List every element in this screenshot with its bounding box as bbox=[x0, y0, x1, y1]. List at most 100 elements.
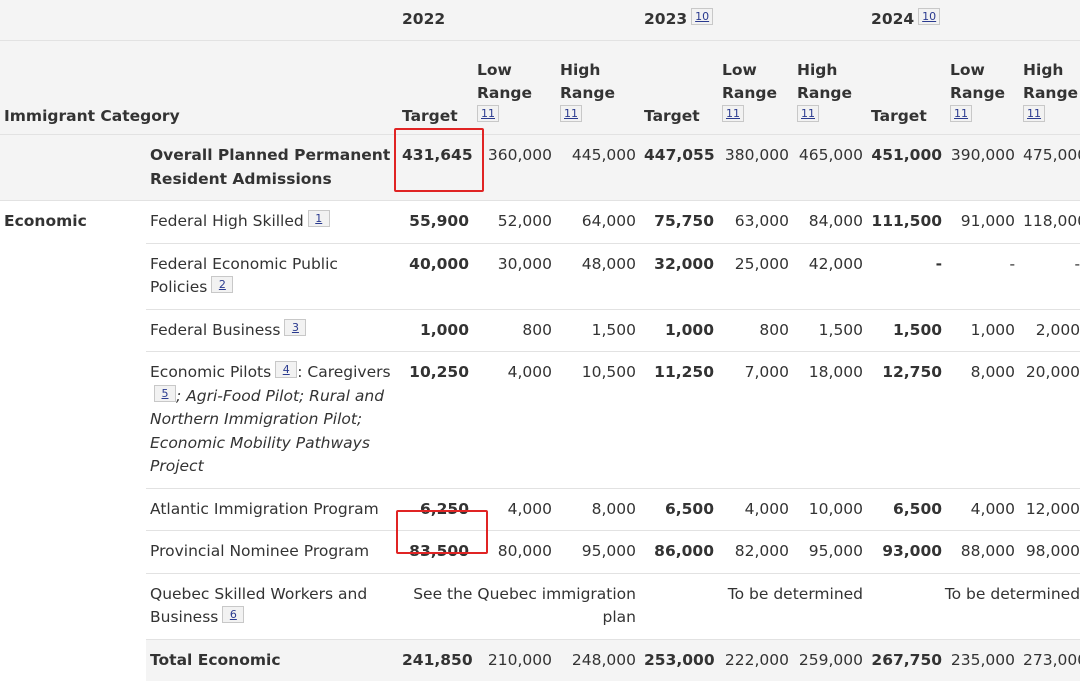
footnote-link-3[interactable]: 3 bbox=[284, 319, 306, 336]
value-cell: 445,000 bbox=[556, 135, 640, 201]
value-cell: 95,000 bbox=[556, 531, 640, 574]
value-cell: 431,645 bbox=[398, 135, 473, 201]
row-label: Atlantic Immigration Program bbox=[146, 488, 398, 531]
footnote-link-2[interactable]: 2 bbox=[211, 276, 233, 293]
value-cell: 40,000 bbox=[398, 243, 473, 309]
table-row: Provincial Nominee Program 83,500 80,000… bbox=[0, 531, 1080, 574]
value-cell: 267,750 bbox=[867, 639, 946, 681]
value-cell: 253,000 bbox=[640, 639, 718, 681]
value-cell: - bbox=[1019, 243, 1080, 309]
total-economic-label: Total Economic bbox=[146, 639, 398, 681]
value-cell: 82,000 bbox=[718, 531, 793, 574]
quebec-2023-note: To be determined bbox=[640, 573, 867, 639]
value-cell: 118,000 bbox=[1019, 201, 1080, 244]
value-cell: 84,000 bbox=[793, 201, 867, 244]
value-cell: 4,000 bbox=[473, 488, 556, 531]
value-cell: 1,500 bbox=[556, 309, 640, 352]
value-cell: 42,000 bbox=[793, 243, 867, 309]
value-cell: 248,000 bbox=[556, 639, 640, 681]
value-cell: 800 bbox=[718, 309, 793, 352]
value-cell: 6,500 bbox=[640, 488, 718, 531]
footnote-link-11[interactable]: 11 bbox=[950, 105, 972, 122]
value-cell: 93,000 bbox=[867, 531, 946, 574]
value-cell: 12,750 bbox=[867, 352, 946, 489]
value-cell: 30,000 bbox=[473, 243, 556, 309]
footnote-link-6[interactable]: 6 bbox=[222, 606, 244, 623]
footnote-link-1[interactable]: 1 bbox=[308, 210, 330, 227]
footnote-link-11[interactable]: 11 bbox=[477, 105, 499, 122]
value-cell: 18,000 bbox=[793, 352, 867, 489]
target-header-2024: Target bbox=[867, 41, 946, 135]
value-cell: - bbox=[867, 243, 946, 309]
overall-admissions-row: Overall Planned Permanent Resident Admis… bbox=[0, 135, 1080, 201]
value-cell: 380,000 bbox=[718, 135, 793, 201]
value-cell: 447,055 bbox=[640, 135, 718, 201]
economic-group-label: Economic bbox=[0, 201, 146, 681]
value-cell: 360,000 bbox=[473, 135, 556, 201]
value-cell: 10,000 bbox=[793, 488, 867, 531]
value-cell: 235,000 bbox=[946, 639, 1019, 681]
footnote-link-5[interactable]: 5 bbox=[154, 385, 176, 402]
value-cell: 1,500 bbox=[867, 309, 946, 352]
value-cell: 4,000 bbox=[946, 488, 1019, 531]
value-cell: 91,000 bbox=[946, 201, 1019, 244]
quebec-2024-note: To be determined bbox=[867, 573, 1080, 639]
table-row: Atlantic Immigration Program 6,250 4,000… bbox=[0, 488, 1080, 531]
row-label: Provincial Nominee Program bbox=[146, 531, 398, 574]
value-cell: 475,000 bbox=[1019, 135, 1080, 201]
value-cell: 52,000 bbox=[473, 201, 556, 244]
total-economic-row: Total Economic 241,850 210,000 248,000 2… bbox=[0, 639, 1080, 681]
footnote-link-11[interactable]: 11 bbox=[722, 105, 744, 122]
target-header-2023: Target bbox=[640, 41, 718, 135]
value-cell: 1,000 bbox=[398, 309, 473, 352]
footnote-link-10[interactable]: 10 bbox=[691, 8, 713, 25]
value-cell: 451,000 bbox=[867, 135, 946, 201]
footnote-link-11[interactable]: 11 bbox=[1023, 105, 1045, 122]
value-cell: 48,000 bbox=[556, 243, 640, 309]
value-cell: 2,000 bbox=[1019, 309, 1080, 352]
value-cell: 465,000 bbox=[793, 135, 867, 201]
value-cell: 64,000 bbox=[556, 201, 640, 244]
footnote-link-11[interactable]: 11 bbox=[560, 105, 582, 122]
value-cell: 86,000 bbox=[640, 531, 718, 574]
value-cell: 55,900 bbox=[398, 201, 473, 244]
value-cell: 210,000 bbox=[473, 639, 556, 681]
value-cell: 11,250 bbox=[640, 352, 718, 489]
footnote-link-11[interactable]: 11 bbox=[797, 105, 819, 122]
immigrant-category-header: Immigrant Category bbox=[0, 41, 398, 135]
quebec-2022-note: See the Quebec immigration plan bbox=[398, 573, 640, 639]
value-cell: 8,000 bbox=[946, 352, 1019, 489]
value-cell: 63,000 bbox=[718, 201, 793, 244]
footnote-link-10[interactable]: 10 bbox=[918, 8, 940, 25]
value-cell: 390,000 bbox=[946, 135, 1019, 201]
year-2022-header: 2022 bbox=[398, 0, 640, 41]
value-cell: 222,000 bbox=[718, 639, 793, 681]
value-cell: 7,000 bbox=[718, 352, 793, 489]
value-cell: 1,000 bbox=[640, 309, 718, 352]
value-cell: 4,000 bbox=[718, 488, 793, 531]
value-cell: 75,750 bbox=[640, 201, 718, 244]
value-cell: 800 bbox=[473, 309, 556, 352]
value-cell: 98,000 bbox=[1019, 531, 1080, 574]
value-cell: 4,000 bbox=[473, 352, 556, 489]
overall-admissions-label: Overall Planned Permanent Resident Admis… bbox=[146, 135, 398, 201]
value-cell: 259,000 bbox=[793, 639, 867, 681]
footnote-link-4[interactable]: 4 bbox=[275, 361, 297, 378]
value-cell: 8,000 bbox=[556, 488, 640, 531]
value-cell: 6,500 bbox=[867, 488, 946, 531]
